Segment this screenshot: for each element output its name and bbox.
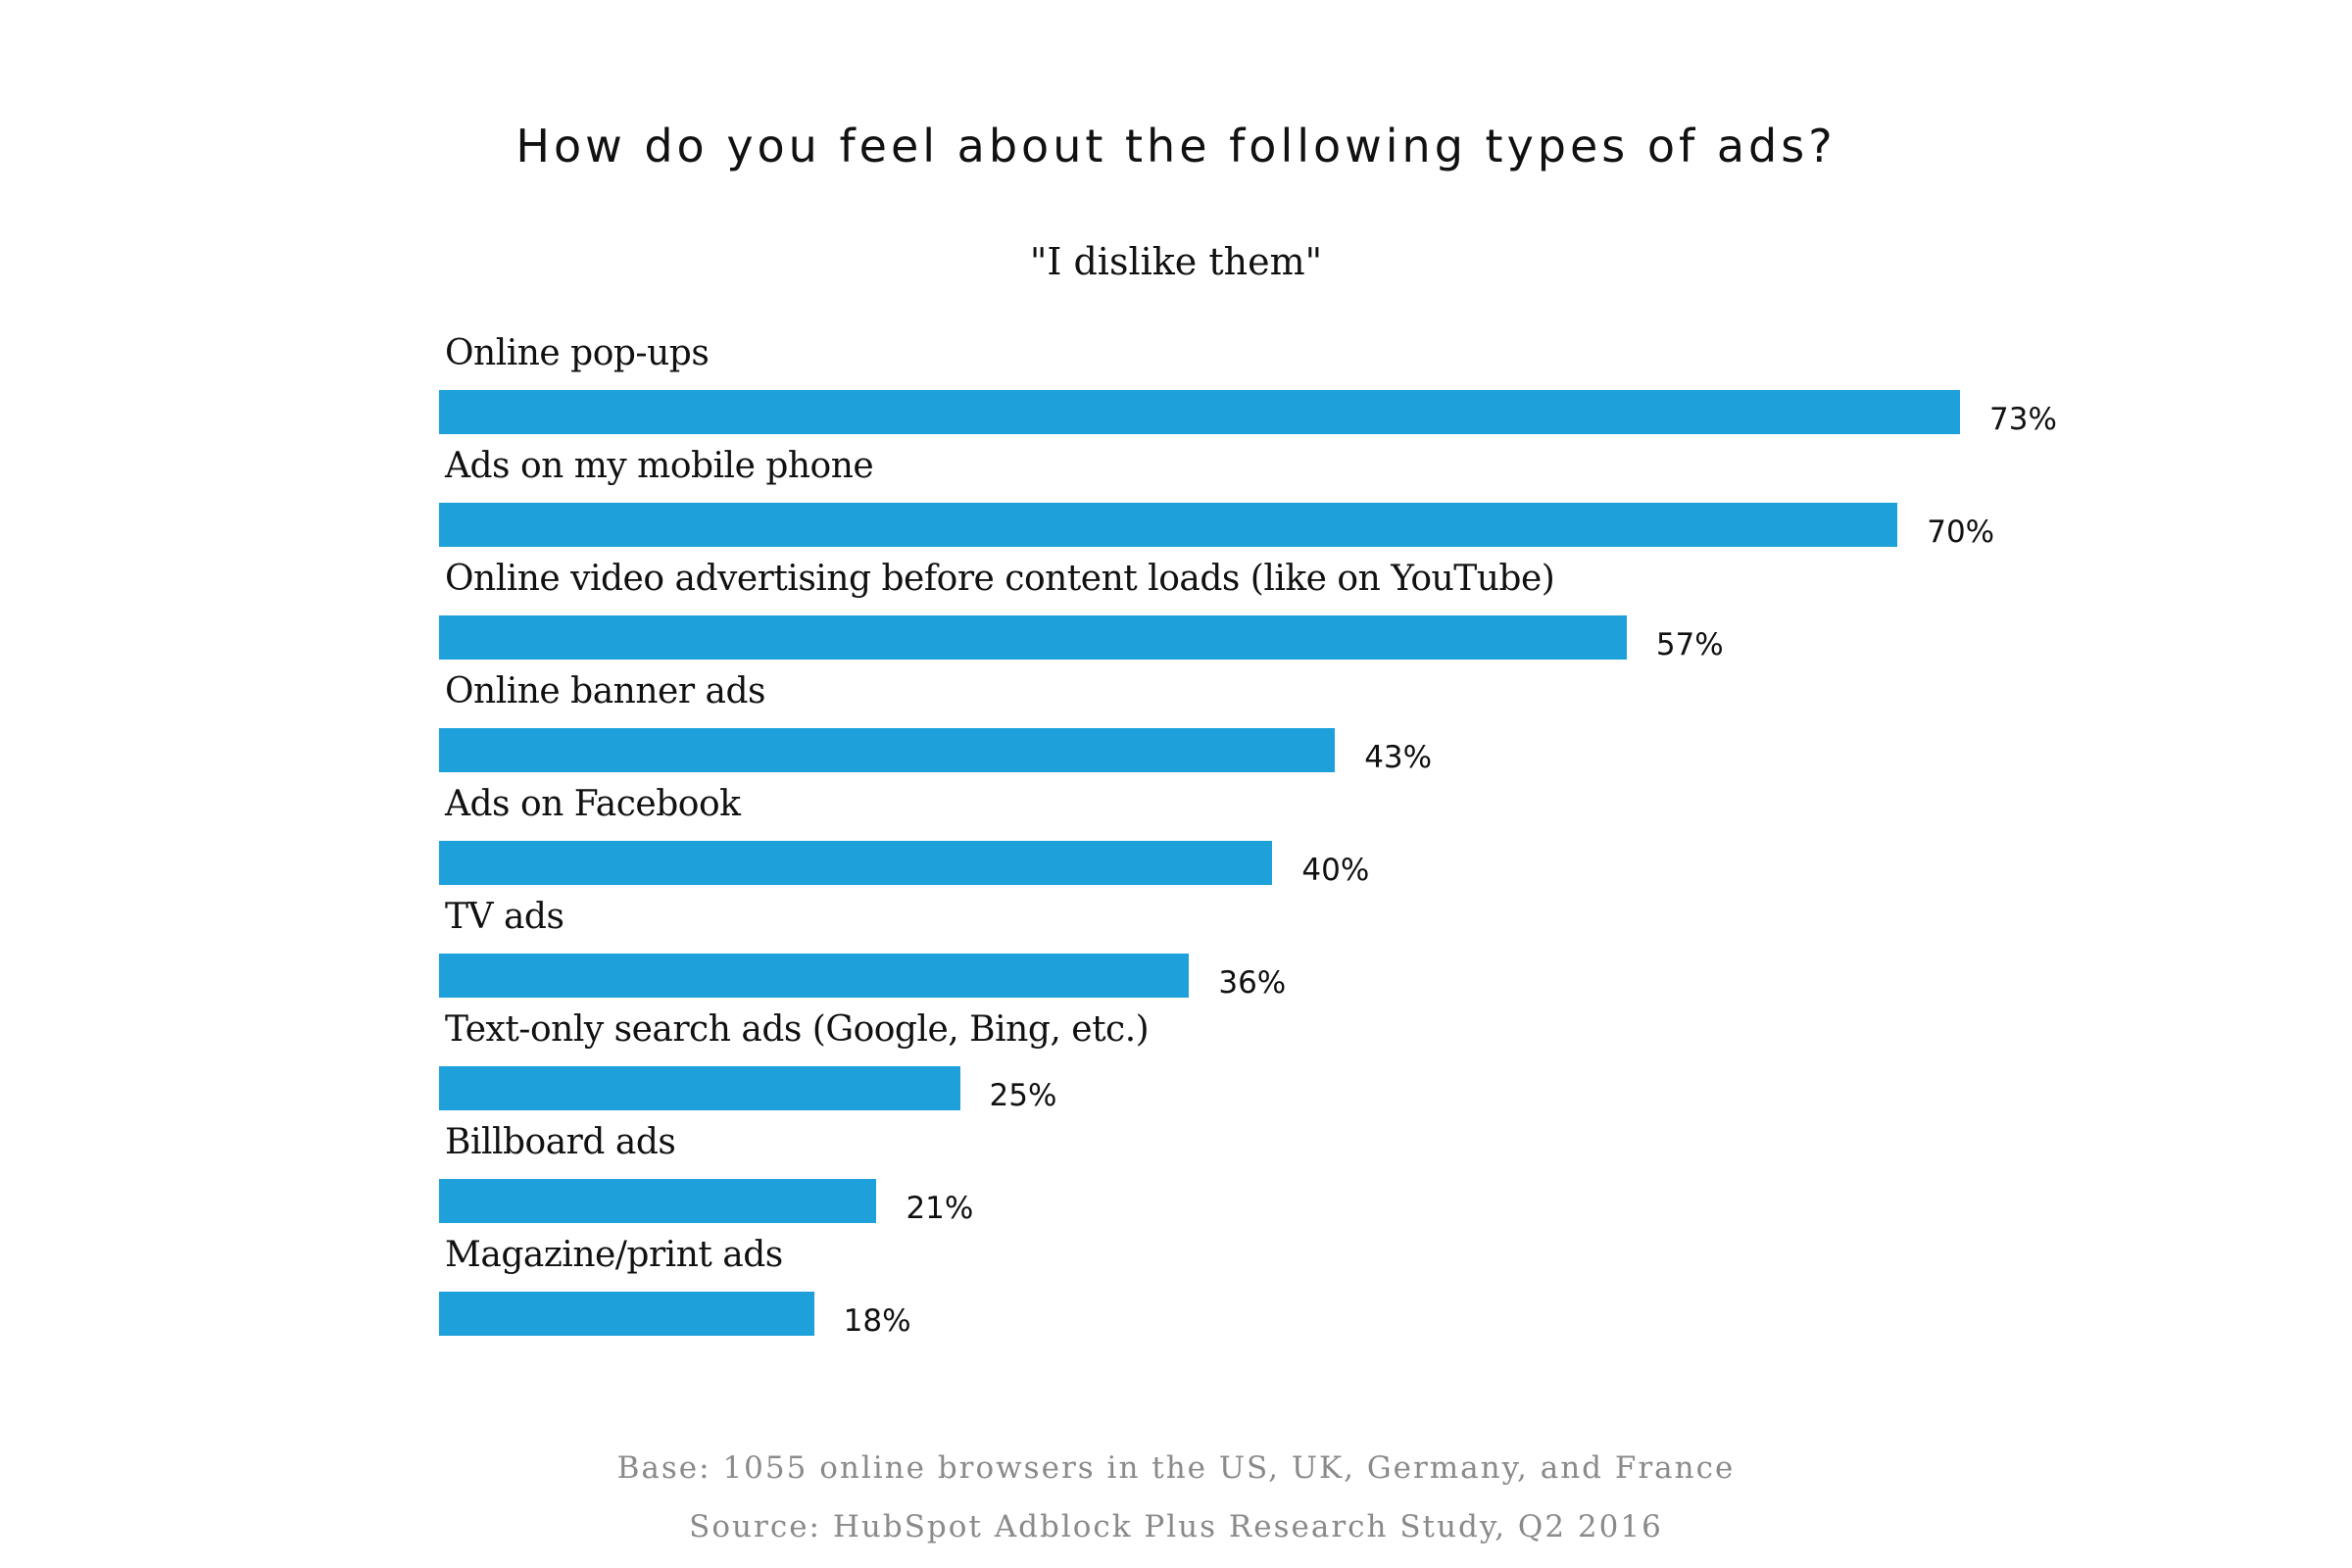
footer-base: Base: 1055 online browsers in the US, UK… [616,1450,1736,1486]
footer-source: Source: HubSpot Adblock Plus Research St… [689,1509,1663,1544]
bar [439,390,1960,434]
bar [439,503,1898,547]
bar [439,841,1273,885]
bar [439,954,1190,998]
category-label: Magazine/print ads [445,1235,783,1275]
value-label: 25% [989,1078,1057,1113]
category-label: Online video advertising before content … [445,559,1555,599]
bar [439,615,1627,660]
category-label: Text-only search ads (Google, Bing, etc.… [445,1009,1150,1050]
value-label: 21% [906,1191,974,1226]
category-label: Ads on my mobile phone [445,446,874,486]
chart-subtitle: "I dislike them" [1029,240,1323,283]
category-label: Online pop-ups [445,333,710,373]
value-label: 73% [1989,402,2057,437]
chart-title: How do you feel about the following type… [515,120,1837,172]
bar [439,1292,814,1336]
category-label: TV ads [445,897,564,937]
bar [439,1066,960,1110]
value-label: 18% [843,1303,911,1339]
value-label: 57% [1655,627,1724,662]
value-label: 40% [1301,853,1370,888]
value-label: 36% [1218,965,1287,1001]
category-label: Billboard ads [445,1122,676,1162]
value-label: 43% [1364,740,1433,775]
bar [439,728,1336,772]
category-label: Ads on Facebook [445,784,741,824]
category-label: Online banner ads [445,671,765,711]
bar [439,1179,877,1223]
value-label: 70% [1927,514,1995,550]
